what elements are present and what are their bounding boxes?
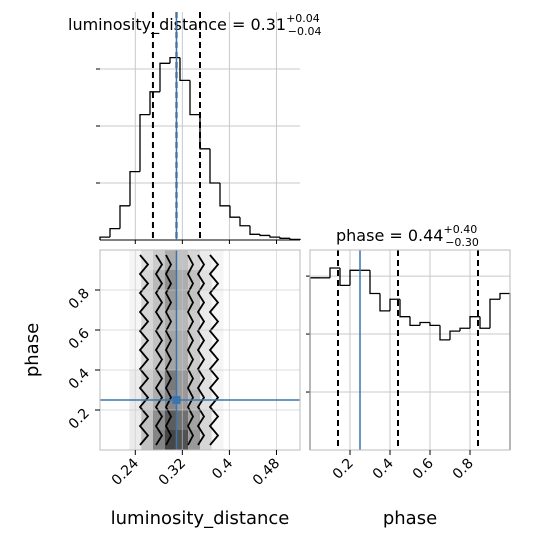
density-cell [152,310,165,330]
density-cell [141,430,153,450]
histogram-bin [429,322,440,327]
density-cell [200,310,212,330]
density-cell [211,410,224,430]
density-cell [200,330,212,350]
title-upper: +0.40 [443,223,477,236]
density-cell [188,430,200,450]
density-cell [188,370,200,390]
contour [154,254,164,446]
density-cell [200,410,212,430]
histogram-bin [369,270,380,295]
contour [208,254,220,446]
histogram-bin [329,267,340,278]
x-axis-label: phase [383,508,437,529]
density-cell [141,250,153,270]
density-cell [164,430,177,450]
histogram-bin [109,227,120,238]
density-cell [211,430,224,450]
histogram-bin [449,330,460,340]
density-cell [188,270,200,290]
truth-marker [172,396,181,404]
density-cell [211,290,224,310]
histogram-bin [419,321,430,326]
histogram-bin [119,205,130,229]
density-cell [200,350,212,370]
histogram-bin [379,293,390,312]
histogram-bin [399,299,410,318]
density-cell [188,350,200,370]
density-cell [164,410,177,430]
histogram-bin [99,236,110,240]
histogram-bin [249,225,260,235]
histogram-bin [269,235,280,238]
axes-frame [309,249,511,451]
histogram-bin [209,148,220,184]
contour [186,254,195,446]
density-cell [188,290,200,310]
density-cell [152,350,165,370]
title-upper: +0.04 [286,12,320,25]
histogram-bin [469,316,480,329]
histogram-bin [389,298,400,311]
density-cell [141,270,153,290]
axes-frame [99,249,301,451]
density-cell [211,270,224,290]
histogram-bin [489,298,500,329]
histogram-bin [479,316,490,329]
histogram-bin [409,316,420,327]
histogram-bin [229,205,240,218]
density-cell [152,290,165,310]
density-cell [211,250,224,270]
histogram-bin [239,217,250,227]
density-cell [200,250,212,270]
density-cell [200,430,212,450]
contour [196,254,206,446]
panel-title: phase = 0.44+0.40 −0.30 [336,223,479,249]
histogram-bin [279,237,290,239]
histogram-bin [179,57,190,82]
density-cell [200,370,212,390]
density-cell [188,330,200,350]
y-axis-label: phase [22,323,43,377]
contour [138,254,150,446]
density-cell [188,410,200,430]
density-cell [188,250,200,270]
histogram-bin [289,238,301,241]
contour [164,254,173,446]
histogram-bin [459,327,470,332]
density-panel [100,250,300,450]
density-cell [164,270,177,290]
density-cell [200,290,212,310]
title-lower: −0.30 [445,236,479,249]
histogram-bin [349,269,360,286]
density-cell [152,370,165,390]
histogram-panel [96,12,301,244]
histogram-bin [139,113,150,172]
title-main: phase = 0.44 [336,226,443,245]
density-cell [152,330,165,350]
x-axis-label: luminosity_distance [111,508,290,529]
density-cell [188,310,200,330]
title-lower: −0.04 [288,25,322,38]
histogram-bin [129,170,140,206]
histogram-bin [159,62,170,92]
histogram-bin [149,91,160,115]
histogram-bin [219,183,230,207]
density-cell [200,270,212,290]
density-cell [164,250,177,270]
histogram-bin [189,80,200,116]
histogram-bin [339,267,350,287]
histogram-bin [259,234,270,237]
histogram-bin [439,325,450,341]
density-cell [141,410,153,430]
